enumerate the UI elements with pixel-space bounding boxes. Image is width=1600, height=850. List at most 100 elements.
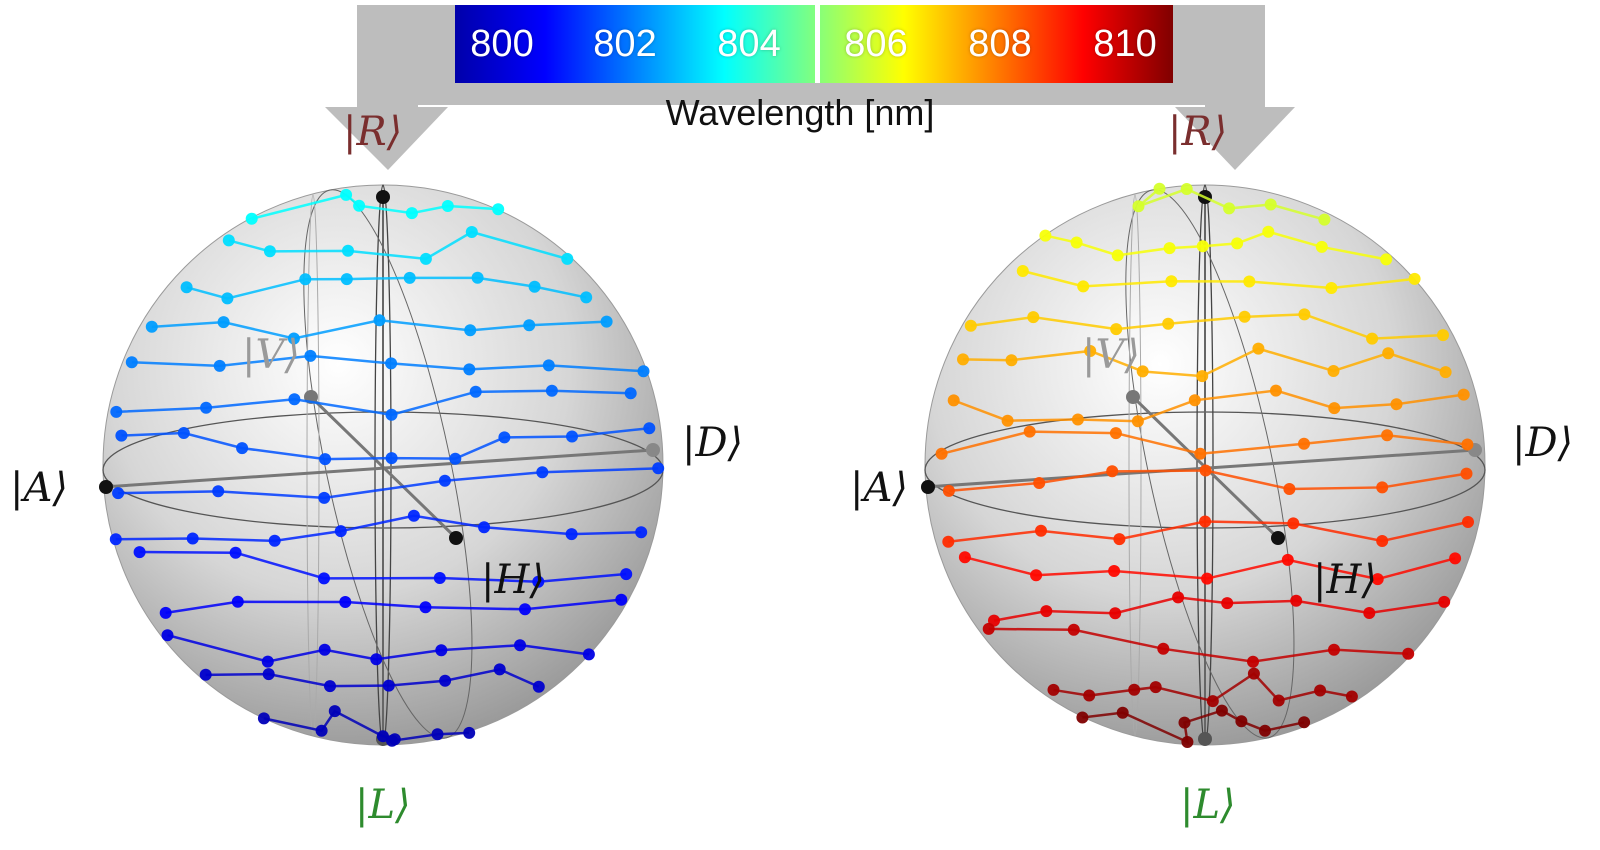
- trajectory-point: [1376, 481, 1389, 494]
- trajectory-point: [1108, 565, 1121, 577]
- trajectory-point: [1199, 515, 1212, 528]
- trajectory-point: [257, 712, 270, 725]
- trajectory-point: [385, 357, 398, 370]
- trajectory-point: [1149, 681, 1162, 694]
- trajectory-point: [318, 491, 331, 504]
- trajectory-point: [159, 606, 172, 619]
- trajectory-point: [1196, 240, 1209, 253]
- trajectory-segment: [118, 467, 659, 500]
- trajectory-point: [1005, 354, 1018, 367]
- trajectory-point: [1460, 467, 1473, 480]
- trajectory-point: [386, 734, 398, 747]
- trajectory-point: [262, 668, 275, 681]
- trajectory-point: [935, 447, 948, 460]
- trajectory-point: [652, 462, 665, 475]
- trajectory-point: [1315, 240, 1328, 253]
- trajectory-point: [492, 203, 505, 216]
- trajectory-segment: [251, 193, 499, 220]
- trajectory-point: [1243, 275, 1256, 288]
- trajectory-point: [1371, 573, 1384, 586]
- trajectory-point: [1437, 329, 1449, 342]
- trajectory-point: [982, 622, 995, 635]
- trajectory-point: [186, 532, 199, 545]
- trajectory-point: [1231, 237, 1244, 250]
- trajectory-point: [376, 730, 389, 743]
- trajectory-point: [1181, 736, 1194, 748]
- trajectory-point: [582, 648, 595, 661]
- bloch-sphere-left: [99, 184, 665, 747]
- trajectory-point: [125, 356, 138, 369]
- trajectory-point: [600, 315, 613, 328]
- axis-endpoint-marker: [99, 480, 113, 494]
- trajectory-point: [463, 363, 476, 376]
- trajectory-point: [245, 212, 258, 225]
- trajectory-point: [1132, 200, 1145, 213]
- trajectory-point: [1390, 398, 1403, 411]
- trajectory-point: [1136, 365, 1149, 378]
- trajectory-point: [435, 644, 448, 657]
- trajectory-point: [1328, 402, 1341, 415]
- trajectory-point: [1238, 310, 1251, 323]
- colorbar-gradient: [455, 5, 1173, 83]
- trajectory-point: [318, 572, 330, 585]
- trajectory-point: [1298, 716, 1311, 729]
- trajectory-point: [643, 422, 656, 435]
- trajectory-point: [268, 534, 281, 547]
- trajectory-point: [635, 526, 648, 539]
- trajectory-point: [464, 324, 477, 337]
- trajectory-point: [1201, 572, 1214, 585]
- trajectory-point: [407, 509, 420, 522]
- trajectory-point: [334, 525, 347, 538]
- trajectory-point: [463, 726, 476, 739]
- trajectory-point: [1035, 524, 1047, 537]
- trajectory-point: [1196, 370, 1209, 383]
- trajectory-point: [299, 273, 312, 286]
- trajectory-point: [1157, 642, 1170, 655]
- axis-A-D: [102, 448, 654, 489]
- trajectory-point: [1172, 591, 1185, 604]
- trajectory-point: [1110, 323, 1123, 336]
- trajectory-point: [624, 387, 637, 400]
- trajectory-point: [1131, 415, 1144, 428]
- trajectory-point: [431, 728, 444, 741]
- trajectory-point: [385, 452, 398, 465]
- trajectory-point: [1438, 595, 1451, 608]
- trajectory-point: [342, 244, 354, 257]
- trajectory-point: [1206, 695, 1219, 708]
- trajectory-point: [523, 319, 536, 332]
- trajectory-point: [1165, 275, 1178, 288]
- trajectory-point: [222, 234, 235, 247]
- trajectory-point: [1449, 552, 1462, 565]
- trajectory-point: [1128, 683, 1141, 696]
- trajectory-segment: [228, 230, 568, 261]
- trajectory-point: [263, 245, 276, 258]
- trajectory-point: [1381, 429, 1394, 442]
- trajectory-point: [1272, 694, 1285, 707]
- trajectory-point: [382, 679, 395, 692]
- trajectory-segment: [115, 514, 642, 543]
- trajectory-point: [1328, 643, 1340, 656]
- trajectory-point: [1033, 477, 1046, 489]
- trajectory-point: [532, 575, 545, 588]
- trajectory-point: [1439, 366, 1452, 379]
- trajectory-point: [1314, 684, 1327, 697]
- trajectory-point: [199, 668, 212, 681]
- trajectory-point: [328, 705, 341, 718]
- trajectory-point: [340, 273, 353, 286]
- trajectory-segment: [988, 627, 1409, 663]
- trajectory-point: [1109, 607, 1122, 620]
- trajectory-point: [1076, 711, 1089, 724]
- trajectory-point: [1287, 517, 1300, 530]
- trajectory-point: [478, 521, 491, 534]
- trajectory-point: [133, 546, 146, 559]
- trajectory-point: [1180, 183, 1193, 195]
- axis-endpoint-marker: [646, 443, 660, 457]
- trajectory-point: [370, 653, 383, 666]
- axis-endpoint-marker: [1198, 732, 1212, 746]
- trajectory-point: [319, 453, 332, 466]
- trajectory-segment: [993, 596, 1445, 622]
- trajectory-point: [1163, 242, 1176, 255]
- trajectory-point: [1040, 605, 1053, 618]
- trajectory-point: [1235, 715, 1248, 728]
- trajectory-point: [200, 401, 213, 414]
